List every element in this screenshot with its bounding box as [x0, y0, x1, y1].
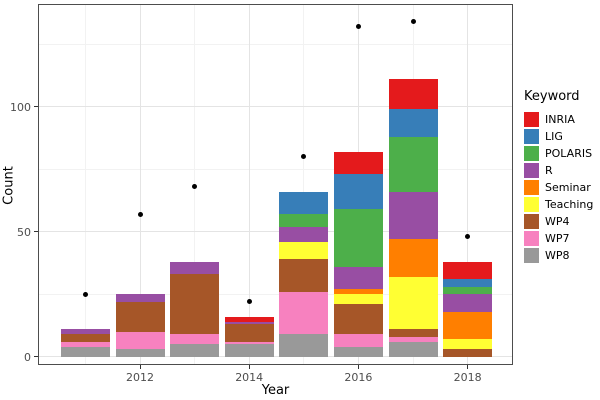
- gridline-major-y: [39, 106, 512, 107]
- gridline-minor-x: [412, 5, 414, 364]
- legend-item-inria: INRIA: [524, 111, 593, 128]
- gridline-major-y: [39, 356, 512, 357]
- legend-swatch-teaching: [524, 197, 539, 212]
- gridline-major-x: [139, 5, 141, 364]
- legend-item-wp4: WP4: [524, 213, 593, 230]
- x-tick-mark: [139, 365, 141, 369]
- legend-swatch-r: [524, 163, 539, 178]
- legend-item-wp8: WP8: [524, 247, 593, 264]
- gridline-minor-y: [39, 43, 512, 45]
- x-tick-mark: [467, 365, 469, 369]
- legend-label: POLARIS: [545, 147, 593, 160]
- legend-item-lig: LIG: [524, 128, 593, 145]
- gridline-minor-x: [194, 5, 196, 364]
- legend-title: Keyword: [524, 89, 580, 104]
- legend-label: WP8: [545, 249, 570, 262]
- legend-label: WP4: [545, 215, 570, 228]
- legend-item-r: R: [524, 162, 593, 179]
- legend-item-polaris: POLARIS: [524, 145, 593, 162]
- legend-swatch-lig: [524, 129, 539, 144]
- legend-swatch-inria: [524, 112, 539, 127]
- legend-swatch-seminar: [524, 180, 539, 195]
- gridline-minor-y: [39, 293, 512, 295]
- gridline-major-y: [39, 231, 512, 232]
- legend-items: INRIA LIG POLARIS R Seminar Teaching WP4 WP7 WP8: [524, 111, 593, 264]
- legend-label: R: [545, 164, 553, 177]
- gridline-minor-x: [84, 5, 86, 364]
- x-tick-mark: [248, 365, 250, 369]
- legend-swatch-wp7: [524, 231, 539, 246]
- legend-item-seminar: Seminar: [524, 179, 593, 196]
- x-tick-mark: [357, 365, 359, 369]
- legend-swatch-polaris: [524, 146, 539, 161]
- plot-panel: [38, 4, 513, 365]
- y-axis-title: Count: [1, 166, 17, 205]
- legend-item-wp7: WP7: [524, 230, 593, 247]
- gridline-major-x: [357, 5, 359, 364]
- legend-item-teaching: Teaching: [524, 196, 593, 213]
- legend-label: Seminar: [545, 181, 591, 194]
- gridline-minor-y: [39, 168, 512, 170]
- legend-label: INRIA: [545, 113, 575, 126]
- legend-swatch-wp4: [524, 214, 539, 229]
- legend: Keyword INRIA LIG POLARIS R Seminar Teaching W…: [524, 89, 593, 264]
- legend-label: LIG: [545, 130, 563, 143]
- legend-swatch-wp8: [524, 248, 539, 263]
- gridline-major-x: [467, 5, 469, 364]
- legend-label: Teaching: [545, 198, 594, 211]
- gridline-minor-x: [303, 5, 305, 364]
- x-axis-title: Year: [261, 383, 290, 398]
- gridline-major-x: [248, 5, 250, 364]
- legend-label: WP7: [545, 232, 570, 245]
